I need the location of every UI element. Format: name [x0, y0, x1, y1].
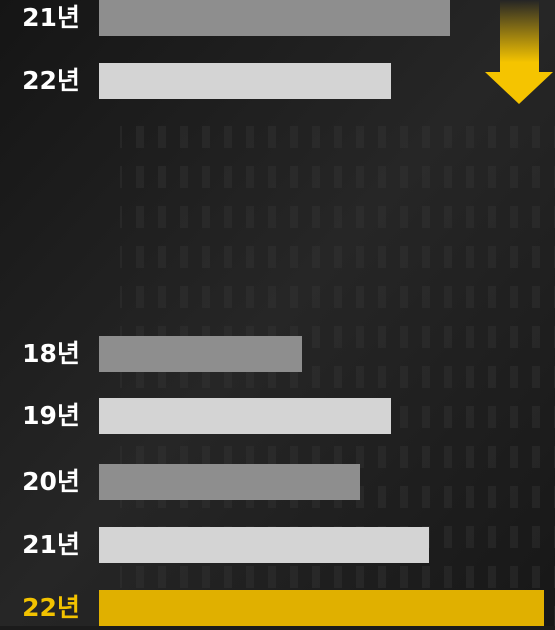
category-label: 22년 [22, 66, 80, 95]
category-label: 21년 [22, 530, 80, 559]
page: 21년22년18년19년20년21년22년 (() => { const dat… [0, 0, 555, 626]
bar [99, 590, 544, 626]
bar [99, 527, 429, 563]
bar [99, 336, 302, 372]
chart: 21년 22년 18년 19년 20년 21년 22년 [0, 0, 555, 626]
category-label: 19년 [22, 401, 80, 430]
category-label: 18년 [22, 339, 80, 368]
category-label: 22년 [22, 593, 80, 622]
bar [99, 0, 450, 36]
category-label: 20년 [22, 467, 80, 496]
bar [99, 464, 360, 500]
bar [99, 63, 391, 99]
bar [99, 398, 391, 434]
category-label: 21년 [22, 3, 80, 32]
